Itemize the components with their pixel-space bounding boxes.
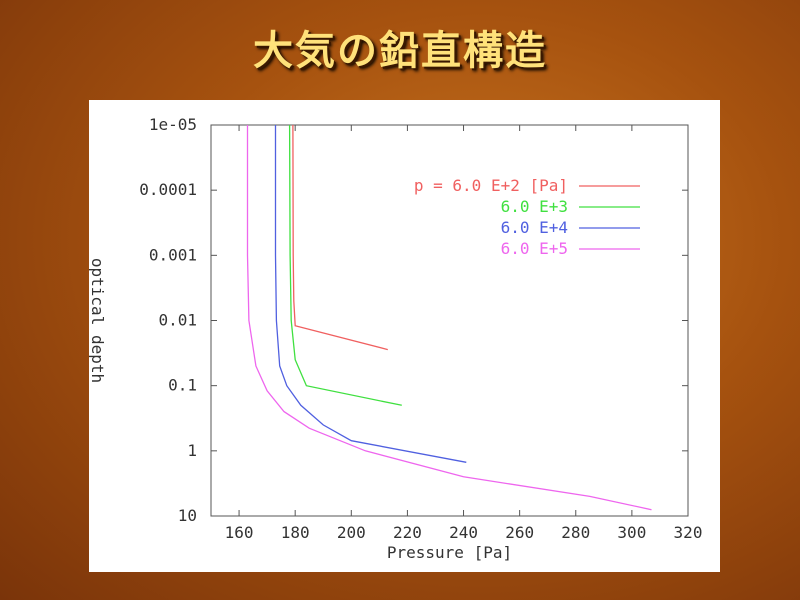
slide-title: 大気の鉛直構造 (253, 28, 547, 74)
x-tick-label: 200 (337, 523, 366, 542)
x-tick-label: 160 (225, 523, 254, 542)
y-tick-label: 1 (187, 441, 197, 460)
x-tick-label: 240 (449, 523, 478, 542)
chart-panel: 160 180 200 220 240 260 280 300 320 1e-05 0.0001 0.… (89, 100, 720, 572)
y-tick-label: 0.0001 (139, 180, 197, 199)
y-axis-label: optical depth (89, 258, 107, 383)
y-tick-label: 10 (178, 506, 197, 525)
series-line (288, 124, 402, 406)
legend-label: 6.0 E+5 (501, 239, 568, 258)
series-line (246, 125, 652, 511)
y-tick-label: 0.1 (168, 376, 197, 395)
series-line (292, 124, 388, 351)
x-tick-label: 180 (281, 523, 310, 542)
chart-svg: 160 180 200 220 240 260 280 300 320 1e-05 0.0001 0.… (89, 115, 703, 562)
x-tick-label: 260 (505, 523, 534, 542)
x-tick-label: 220 (393, 523, 422, 542)
legend-label: p = 6.0 E+2 [Pa] (414, 176, 568, 195)
x-axis-label: Pressure [Pa] (387, 543, 512, 562)
x-tick-label: 280 (561, 523, 590, 542)
legend-label: 6.0 E+3 (501, 197, 568, 216)
series-line (274, 125, 467, 463)
legend-label: 6.0 E+4 (501, 218, 568, 237)
y-tick-label: 1e-05 (149, 115, 197, 134)
x-tick-label: 320 (674, 523, 703, 542)
x-tick-label: 300 (617, 523, 646, 542)
y-tick-label: 0.001 (149, 245, 197, 264)
y-tick-label: 0.01 (158, 311, 197, 330)
